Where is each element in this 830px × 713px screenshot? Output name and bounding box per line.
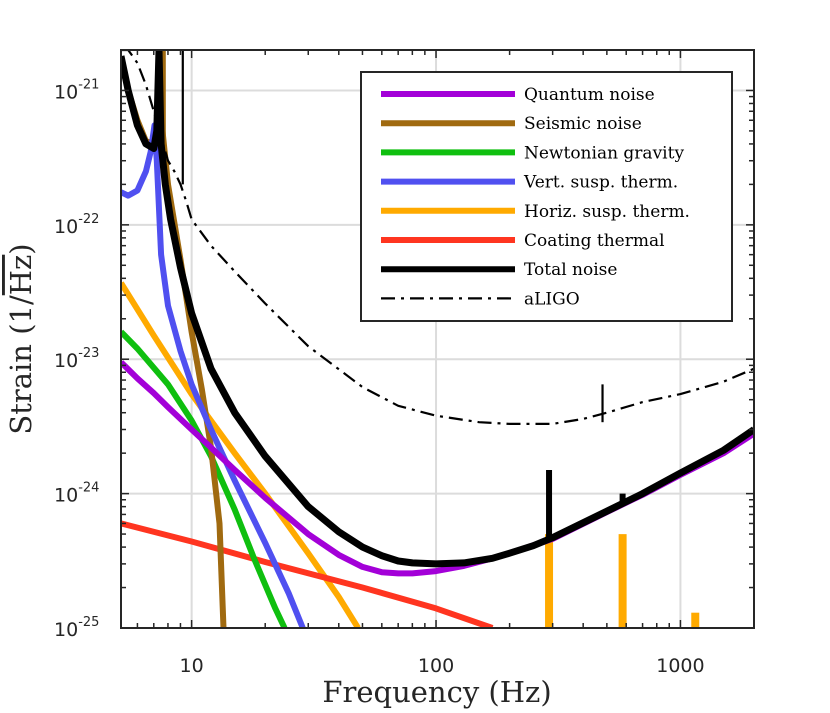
x-tick-labels: 10 100 1000 [180,655,705,677]
y-axis-title-suffix: ) [4,243,38,254]
y-axis-title-prefix: Strain (1/ [4,295,38,435]
legend-label-quantum-noise: Quantum noise [524,85,655,105]
series-line-horiz-susp-therm [121,281,361,628]
legend-box [360,71,733,322]
axis-ticks [121,49,755,629]
legend-label-vert-susp-therm: Vert. susp. therm. [523,173,678,193]
x-tick-label: 100 [418,655,454,677]
series-layer [121,50,754,628]
x-tick-label: 10 [180,655,204,677]
legend-label-total-noise: Total noise [524,260,617,280]
series-line-vert-susp-therm [121,122,306,628]
axes-box [120,49,755,629]
legend-label-seismic-noise: Seismic noise [524,114,642,134]
x-axis-title: Frequency (Hz) [322,675,551,709]
y-tick-label: 10-25 [54,615,99,641]
x-tick-label: 1000 [656,655,704,677]
y-axis-title: Strain (1/Hz) [4,243,38,434]
legend-label-horiz-susp-therm: Horiz. susp. therm. [524,202,690,222]
legend: Quantum noise Seismic noise Newtonian grav… [360,71,733,322]
y-tick-label: 10-23 [54,346,99,372]
svg-text:Strain (1/Hz): Strain (1/Hz) [4,243,38,434]
legend-label-newtonian-gravity: Newtonian gravity [524,143,684,163]
y-tick-label: 10-21 [54,77,99,103]
series-line-aligo [121,50,754,425]
series-line-newtonian-gravity [121,329,288,628]
y-tick-label: 10-24 [54,481,99,507]
y-tick-labels: 10-25 10-24 10-23 10-22 10-21 [54,77,99,641]
y-tick-label: 10-22 [54,212,99,238]
legend-label-coating-thermal: Coating thermal [524,231,665,251]
series-line-total-noise [121,50,754,568]
y-axis-title-radical: Hz [4,255,38,296]
legend-label-aligo: aLIGO [524,289,580,309]
series-line-coating-thermal [121,520,494,628]
